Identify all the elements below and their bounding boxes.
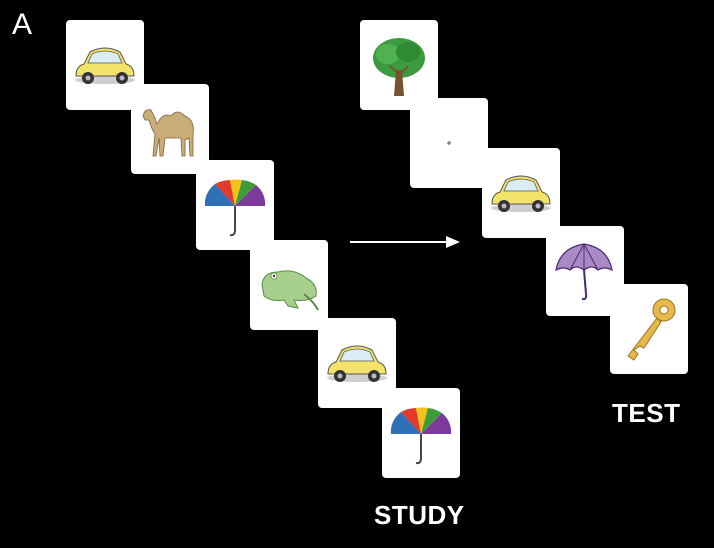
study-card-6 bbox=[382, 388, 460, 478]
arrow-right-icon bbox=[350, 236, 460, 248]
test-label: TEST bbox=[612, 398, 681, 428]
study-label: STUDY bbox=[374, 500, 465, 530]
study-card-1 bbox=[66, 20, 144, 110]
test-card-5 bbox=[610, 284, 688, 374]
study-card-3 bbox=[196, 160, 274, 250]
frog-icon bbox=[261, 270, 319, 311]
umbrella-icon bbox=[390, 407, 452, 465]
purple-umbrella-icon bbox=[555, 243, 613, 301]
test-card-2 bbox=[410, 98, 488, 188]
test-card-3 bbox=[482, 148, 560, 238]
umbrella-icon bbox=[204, 179, 266, 237]
car-icon bbox=[327, 345, 387, 382]
key-icon bbox=[627, 298, 676, 361]
study-card-2 bbox=[131, 84, 209, 174]
tree-icon bbox=[373, 38, 425, 96]
panel-letter: A bbox=[12, 8, 33, 41]
car-icon bbox=[75, 47, 135, 84]
study-card-4 bbox=[250, 240, 328, 330]
fixation-cross bbox=[447, 141, 451, 145]
test-card-1 bbox=[360, 20, 438, 110]
test-card-4 bbox=[546, 226, 624, 316]
camel-icon bbox=[142, 109, 194, 157]
car-icon bbox=[491, 175, 551, 212]
